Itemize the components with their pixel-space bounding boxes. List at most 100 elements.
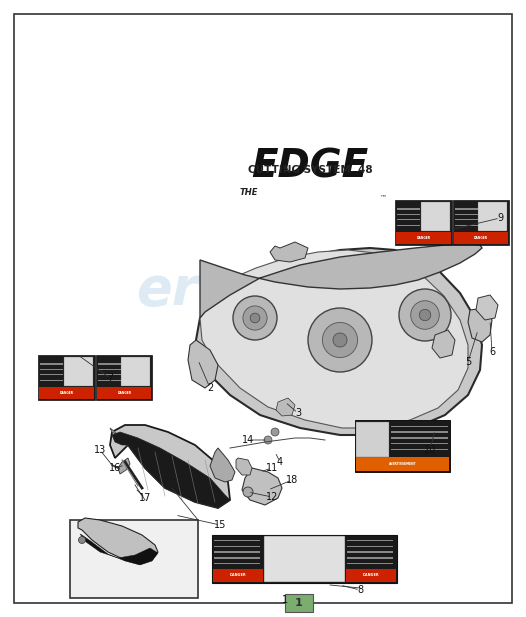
Polygon shape: [80, 534, 158, 565]
Polygon shape: [432, 330, 455, 358]
Bar: [40, 363, 63, 365]
Bar: [70, 520, 198, 598]
Bar: [212, 535, 397, 583]
Bar: [264, 536, 345, 582]
Text: DANGER: DANGER: [229, 573, 246, 578]
Bar: [395, 200, 451, 245]
Circle shape: [250, 313, 260, 323]
Bar: [96, 387, 151, 399]
Circle shape: [419, 309, 431, 321]
Circle shape: [78, 537, 86, 544]
Bar: [285, 594, 313, 612]
Bar: [214, 540, 260, 541]
Text: 18: 18: [286, 475, 298, 485]
Bar: [397, 208, 420, 210]
Bar: [347, 563, 393, 565]
Bar: [478, 202, 507, 231]
Circle shape: [322, 323, 358, 358]
Bar: [122, 357, 150, 386]
Bar: [454, 219, 478, 220]
Circle shape: [399, 289, 451, 341]
Bar: [421, 202, 450, 231]
Bar: [391, 431, 448, 433]
Bar: [397, 213, 420, 215]
Bar: [347, 545, 393, 547]
Text: THE: THE: [240, 188, 258, 197]
Text: 1: 1: [295, 598, 303, 608]
Polygon shape: [242, 468, 282, 505]
Text: 13: 13: [94, 445, 106, 455]
Text: 16: 16: [109, 463, 121, 473]
Bar: [346, 569, 396, 582]
Text: 11: 11: [266, 463, 278, 473]
Bar: [391, 437, 448, 439]
Bar: [214, 552, 260, 553]
Bar: [39, 387, 94, 399]
Circle shape: [308, 308, 372, 372]
Bar: [214, 545, 260, 547]
Circle shape: [233, 296, 277, 340]
Polygon shape: [468, 308, 492, 342]
Bar: [347, 552, 393, 553]
Bar: [452, 200, 509, 245]
Bar: [454, 208, 478, 210]
Text: DANGER: DANGER: [417, 236, 431, 240]
Text: 8: 8: [357, 585, 363, 595]
Text: 15: 15: [214, 520, 226, 530]
Text: DANGER: DANGER: [363, 573, 379, 578]
Text: CUTTING SYSTEM  48: CUTTING SYSTEM 48: [248, 165, 372, 175]
Bar: [347, 557, 393, 558]
Bar: [356, 457, 449, 471]
Bar: [391, 426, 448, 427]
Circle shape: [243, 487, 253, 497]
Circle shape: [271, 428, 279, 436]
Bar: [38, 355, 95, 400]
Polygon shape: [236, 458, 252, 475]
Bar: [347, 540, 393, 541]
Bar: [40, 379, 63, 381]
Text: ereparts: ereparts: [136, 264, 390, 316]
Bar: [391, 443, 448, 444]
Polygon shape: [110, 428, 228, 508]
Bar: [397, 219, 420, 220]
Text: DANGER: DANGER: [60, 391, 74, 395]
Text: 2: 2: [207, 383, 213, 393]
Polygon shape: [200, 244, 482, 318]
Text: AVERTISSEMENT: AVERTISSEMENT: [389, 462, 416, 466]
Bar: [454, 213, 478, 215]
Polygon shape: [200, 250, 468, 428]
Text: 10: 10: [424, 445, 436, 455]
Bar: [397, 225, 420, 226]
Text: 12: 12: [266, 492, 278, 502]
Bar: [214, 563, 260, 565]
Bar: [40, 368, 63, 370]
Bar: [97, 368, 120, 370]
Bar: [97, 374, 120, 375]
Polygon shape: [196, 248, 482, 435]
Bar: [96, 355, 152, 400]
Bar: [453, 233, 508, 244]
Text: 14: 14: [242, 435, 254, 445]
Bar: [391, 449, 448, 450]
Polygon shape: [270, 242, 308, 262]
Text: 3: 3: [295, 408, 301, 418]
Text: DANGER: DANGER: [474, 236, 488, 240]
Polygon shape: [210, 448, 235, 482]
Polygon shape: [110, 425, 230, 508]
Polygon shape: [112, 432, 230, 508]
Text: 5: 5: [465, 357, 471, 367]
Bar: [40, 374, 63, 375]
Text: EDGE: EDGE: [251, 147, 369, 185]
Polygon shape: [118, 458, 130, 474]
Bar: [97, 379, 120, 381]
Bar: [97, 363, 120, 365]
Text: 4: 4: [277, 457, 283, 467]
Circle shape: [243, 306, 267, 330]
Text: 9: 9: [497, 213, 503, 223]
Bar: [64, 357, 93, 386]
Bar: [356, 422, 389, 457]
Bar: [396, 233, 450, 244]
Bar: [355, 420, 450, 472]
Bar: [214, 557, 260, 558]
Bar: [213, 569, 263, 582]
